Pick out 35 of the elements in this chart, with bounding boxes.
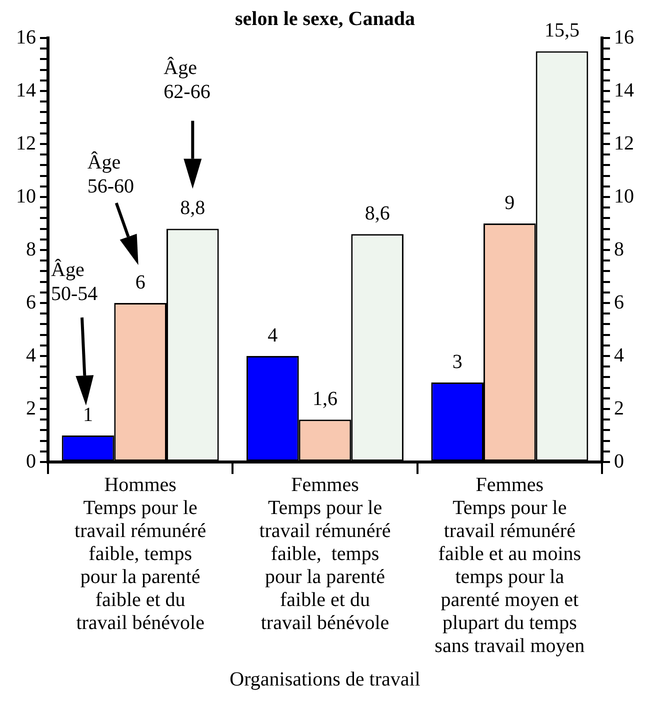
annotation: Âge 56-60 [87, 150, 134, 198]
data-label: 4 [268, 324, 278, 346]
x-tick-label: Femmes Temps pour le travail rémunéré faible, temps pour la parenté faible et du travail bénévole [259, 474, 391, 634]
y2-tick-label: 4 [614, 344, 624, 366]
data-label: 15,5 [544, 20, 580, 42]
y-tick-label: 10 [16, 185, 36, 208]
data-label: 1,6 [312, 388, 338, 410]
y2-tick-label: 8 [614, 238, 624, 260]
y-tick-label: 6 [26, 291, 36, 314]
y2-tick-label: 10 [614, 185, 634, 208]
y2-tick-label: 16 [614, 26, 634, 48]
y-tick-label: 8 [26, 238, 36, 260]
y-tick-label: 14 [16, 79, 36, 102]
annotation: Âge 62-66 [164, 56, 210, 104]
data-label: 1 [83, 404, 94, 426]
data-label: 8,6 [364, 202, 390, 224]
y2-tick-label: 0 [614, 450, 624, 472]
annotation: Âge 50-54 [51, 258, 98, 305]
y-tick-label: 2 [26, 397, 36, 420]
data-label: 3 [452, 350, 462, 373]
y-tick-label: 0 [26, 450, 36, 472]
y2-tick-label: 14 [614, 79, 634, 102]
y2-tick-label: 6 [614, 291, 624, 314]
chart-title: selon le sexe, Canada [235, 8, 415, 30]
x-axis-title: Organisations de travail [230, 668, 421, 690]
x-tick-label: Hommes Temps pour le travail rémunéré faible, temps pour la parenté faible et du travail bénévole [74, 474, 206, 634]
y-tick-label: 4 [26, 344, 36, 366]
y-tick-label: 16 [16, 26, 36, 48]
x-tick-label: Femmes Temps pour le travail rémunéré faible et au moins temps pour la parenté moyen et plupart du temps sans travail moyen [434, 474, 585, 657]
data-label: 8,8 [180, 197, 206, 220]
y-tick-label: 12 [16, 132, 36, 154]
y2-tick-label: 2 [614, 397, 624, 420]
data-label: 9 [504, 192, 515, 214]
y2-tick-label: 12 [614, 132, 634, 154]
data-label: 6 [135, 271, 146, 294]
